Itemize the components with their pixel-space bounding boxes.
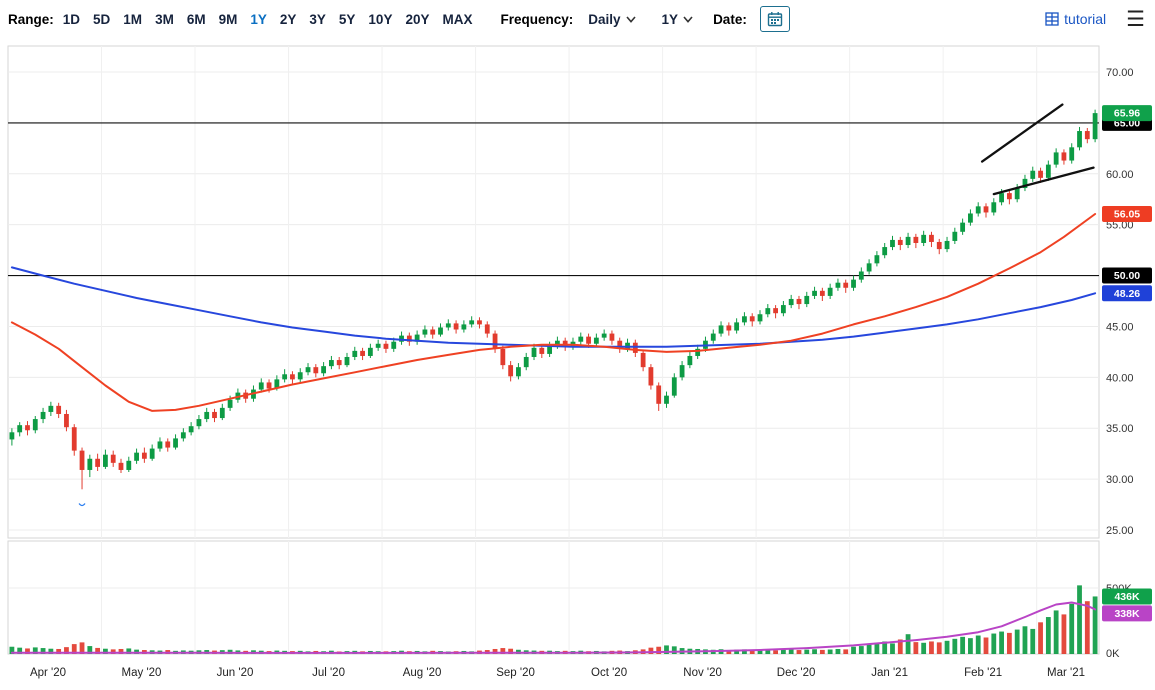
last-volume-badge: 436K	[1102, 588, 1152, 605]
range-label: Range:	[8, 11, 54, 27]
svg-text:30.00: 30.00	[1106, 474, 1134, 486]
svg-text:50.00: 50.00	[1114, 270, 1140, 282]
svg-text:May '20: May '20	[122, 667, 162, 679]
svg-text:60.00: 60.00	[1106, 169, 1134, 181]
svg-text:436K: 436K	[1114, 591, 1140, 603]
ma-fast-line	[10, 213, 1097, 412]
tutorial-link[interactable]: tutorial	[1045, 11, 1106, 27]
svg-text:45.00: 45.00	[1106, 321, 1134, 333]
svg-text:Jul '20: Jul '20	[312, 667, 345, 679]
range-1m[interactable]: 1M	[123, 11, 143, 27]
svg-text:48.26: 48.26	[1114, 288, 1140, 300]
frequency-label: Frequency:	[500, 11, 574, 27]
svg-text:70.00: 70.00	[1106, 67, 1134, 79]
ma-slow-badge: 48.26	[1102, 285, 1152, 302]
trendlines[interactable]	[980, 103, 1095, 196]
range-5d[interactable]: 5D	[93, 11, 111, 27]
svg-text:25.00: 25.00	[1106, 525, 1134, 537]
chart-area[interactable]: 25.00 30.00 35.00 40.00 45.00 50.00 55.00 60.00…	[0, 38, 1155, 690]
svg-text:55.00: 55.00	[1106, 220, 1134, 232]
tutorial-label: tutorial	[1064, 11, 1107, 27]
svg-text:Mar '21: Mar '21	[1047, 667, 1085, 679]
range-list: 1D 5D 1M 3M 6M 9M 1Y 2Y 3Y 5Y 10Y 20Y MAX	[63, 12, 473, 27]
svg-text:0K: 0K	[1106, 648, 1120, 660]
range-max[interactable]: MAX	[442, 11, 473, 27]
price-volume-chart[interactable]: 25.00 30.00 35.00 40.00 45.00 50.00 55.00 60.00…	[0, 38, 1155, 690]
period-value: 1Y	[661, 11, 679, 27]
svg-text:Oct '20: Oct '20	[591, 667, 627, 679]
range-5y[interactable]: 5Y	[338, 11, 356, 27]
range-10y[interactable]: 10Y	[368, 11, 393, 27]
event-marker[interactable]	[78, 503, 86, 507]
svg-text:338K: 338K	[1114, 608, 1140, 620]
frequency-value: Daily	[588, 11, 621, 27]
volume-ma-line	[10, 601, 1097, 654]
svg-text:35.00: 35.00	[1106, 423, 1134, 435]
svg-text:Sep '20: Sep '20	[496, 667, 535, 679]
calendar-icon	[767, 12, 783, 27]
svg-text:Apr '20: Apr '20	[30, 667, 66, 679]
toolbar: Range: 1D 5D 1M 3M 6M 9M 1Y 2Y 3Y 5Y 10Y 20Y MAX Fre…	[0, 0, 1155, 38]
chart-panels	[7, 45, 1100, 655]
ma-fast-badge: 56.05	[1102, 205, 1152, 222]
svg-text:40.00: 40.00	[1106, 372, 1134, 384]
svg-text:Jan '21: Jan '21	[871, 667, 908, 679]
hline-lower-badge: 50.00	[1102, 267, 1152, 284]
hamburger-icon: ☰	[1126, 7, 1145, 31]
candlestick-series	[9, 109, 1098, 490]
range-20y[interactable]: 20Y	[405, 11, 430, 27]
date-picker-button[interactable]	[759, 6, 790, 32]
volume-ma-badge: 338K	[1102, 605, 1152, 622]
range-6m[interactable]: 6M	[186, 11, 206, 27]
svg-text:Jun '20: Jun '20	[217, 667, 254, 679]
range-3m[interactable]: 3M	[155, 11, 174, 27]
grid-icon	[1045, 12, 1059, 26]
svg-text:Aug '20: Aug '20	[403, 667, 442, 679]
chevron-down-icon	[625, 15, 636, 23]
frequency-select[interactable]: Daily	[588, 11, 636, 27]
svg-text:65.96: 65.96	[1114, 108, 1140, 120]
svg-text:56.05: 56.05	[1114, 208, 1140, 220]
last-price-badge: 65.96	[1102, 105, 1152, 122]
range-2y[interactable]: 2Y	[279, 11, 297, 27]
chevron-down-icon	[683, 15, 693, 23]
date-label: Date:	[713, 11, 747, 27]
range-9m[interactable]: 9M	[218, 11, 238, 27]
svg-text:Nov '20: Nov '20	[683, 667, 722, 679]
svg-text:Feb '21: Feb '21	[964, 667, 1002, 679]
menu-button[interactable]: ☰	[1126, 9, 1145, 30]
range-3y[interactable]: 3Y	[309, 11, 326, 27]
svg-text:Dec '20: Dec '20	[777, 667, 816, 679]
range-1y[interactable]: 1Y	[250, 11, 267, 27]
horizontal-lines[interactable]	[8, 122, 1099, 277]
period-select[interactable]: 1Y	[662, 12, 694, 27]
range-1d[interactable]: 1D	[62, 11, 81, 27]
